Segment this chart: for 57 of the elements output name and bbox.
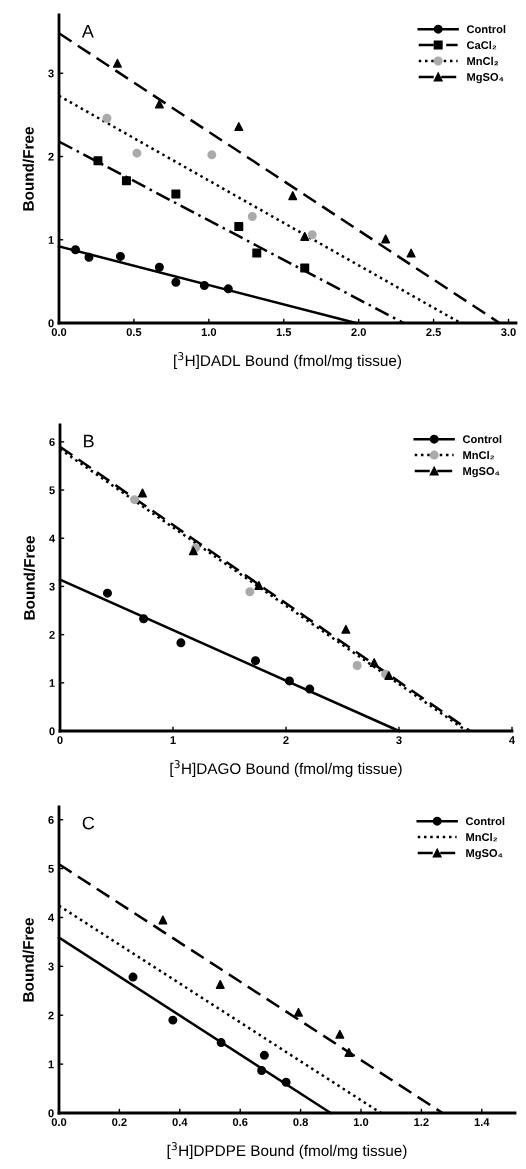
y-tick-label: 3 (48, 69, 54, 78)
y-tick-label: 6 (49, 438, 55, 446)
legend-label: MgSO₄ (467, 73, 504, 84)
x-axis-title: [$^{3}$H]DAGO Bound (fmol/mg tissue) (170, 760, 402, 778)
x-tick-label: 0 (57, 736, 63, 745)
legend-label: Control (465, 817, 505, 826)
y-tick-label: 3 (49, 582, 55, 591)
y-tick-label: 0 (49, 727, 55, 736)
x-tick-label: 1.0 (353, 1118, 369, 1127)
x-tick-label: 0.6 (232, 1118, 248, 1127)
y-tick-label: 3 (48, 962, 54, 971)
y-tick-label: 4 (49, 534, 56, 543)
y-axis-title: Bound/Free (22, 127, 34, 211)
x-tick-label: 1 (170, 736, 176, 744)
x-tick-label: 3 (396, 736, 402, 745)
x-tick-label: 3.0 (501, 328, 516, 337)
y-tick-label: 5 (48, 864, 54, 873)
legend-label: MgSO₄ (463, 467, 500, 478)
x-tick-label: 0.4 (172, 1118, 188, 1127)
x-tick-label: 0.2 (112, 1118, 127, 1127)
x-axis-title: [$^{3}$H]DPDPE Bound (fmol/mg tissue) (167, 1142, 407, 1160)
y-tick-label: 6 (48, 815, 54, 824)
y-tick-label: 0 (48, 1109, 54, 1118)
y-axis-title: Bound/Free (23, 536, 35, 620)
x-tick-label: 0.8 (293, 1118, 308, 1127)
x-tick-label: 2 (283, 736, 289, 744)
y-tick-label: 1 (49, 679, 55, 687)
y-tick-label: 2 (48, 152, 54, 161)
chart-title: A (81, 25, 94, 38)
legend-label: MnCl₂ (463, 450, 495, 460)
legend-label: MnCl₂ (467, 56, 499, 66)
x-axis-title: [$^{3}$H]DADL Bound (fmol/mg tissue) (174, 352, 402, 370)
legend-label: MnCl₂ (466, 832, 498, 842)
legend-label: Control (466, 25, 506, 34)
x-tick-label: 2.0 (351, 328, 366, 337)
y-tick-label: 2 (49, 630, 55, 639)
x-tick-label: 1.2 (414, 1118, 429, 1126)
y-axis-title: Bound/Free (22, 918, 34, 1002)
chart-title: C (82, 816, 95, 830)
y-tick-label: 4 (48, 913, 55, 922)
x-tick-label: 2.5 (426, 328, 441, 337)
x-tick-label: 4 (509, 736, 516, 744)
legend-label: Control (462, 435, 502, 444)
y-tick-label: 1 (48, 236, 54, 244)
x-tick-label: 1.5 (276, 328, 292, 337)
x-tick-label: 0.0 (51, 328, 67, 337)
y-tick-label: 5 (49, 486, 55, 495)
legend-label: CaCl₂ (466, 40, 497, 50)
x-tick-label: 1.4 (474, 1118, 490, 1126)
y-tick-label: 2 (48, 1011, 54, 1020)
x-tick-label: 0.5 (126, 328, 142, 337)
x-tick-label: 1.0 (201, 328, 217, 337)
y-tick-label: 1 (48, 1060, 54, 1069)
x-tick-label: 0.0 (51, 1118, 67, 1127)
chart-title: B (84, 434, 94, 448)
legend-label: MgSO₄ (466, 849, 503, 860)
y-tick-label: 0 (48, 319, 54, 328)
